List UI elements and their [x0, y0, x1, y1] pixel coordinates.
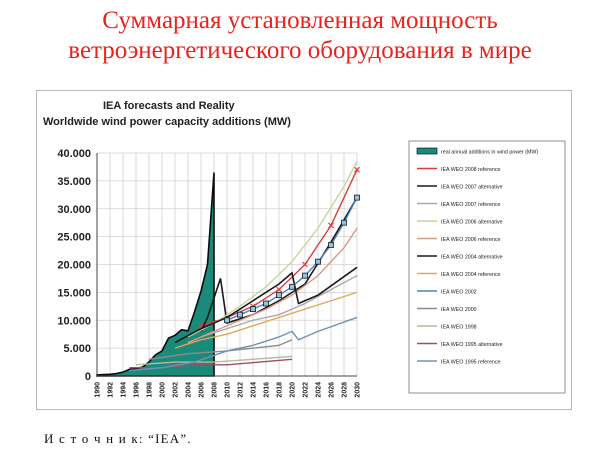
series-line — [135, 355, 293, 366]
series-point — [328, 222, 334, 229]
legend-label: IEA WEO 1995 reference — [441, 360, 501, 366]
legend: real annual additions in wind power (MW)… — [408, 140, 566, 394]
legend-label: IEA WEO 2007 alternative — [441, 185, 503, 191]
axis-layer: 0 5.000 10.000 15.000 20.000 25.000 30.000 35.0… — [57, 148, 361, 398]
series-point — [302, 261, 308, 268]
y-tick-label: 40.000 — [57, 148, 91, 160]
chart-subtitle: Worldwide wind power capacity additions … — [43, 116, 291, 128]
actual-area-layer — [96, 172, 215, 377]
wind-capacity-chart: IEA forecasts and Reality Worldwide wind… — [43, 100, 566, 398]
chart-title: IEA forecasts and Reality — [103, 100, 236, 112]
x-tick-label: 2010 — [225, 382, 232, 398]
series-line — [200, 275, 358, 338]
x-tick-label: 2004 — [186, 382, 193, 398]
grid-layer — [96, 152, 358, 377]
x-tick-label: 2000 — [160, 382, 167, 398]
legend-label: IEA WEO 2008 reference — [441, 167, 501, 173]
series-layer — [129, 161, 360, 372]
slide-title: Суммарная установленная мощность ветроэн… — [0, 6, 600, 66]
x-tick-label: 2018 — [277, 382, 284, 398]
y-tick-label: 20.000 — [57, 260, 91, 272]
x-tick-label: 2008 — [212, 382, 219, 398]
series-line — [129, 316, 358, 372]
series-point — [289, 283, 295, 290]
x-tick-label: 2020 — [290, 382, 297, 398]
x-tick-label: 1990 — [95, 382, 102, 398]
y-tick-label: 35.000 — [57, 176, 91, 188]
legend-label: IEA WEO 2002 — [441, 290, 477, 296]
series-point — [315, 258, 321, 265]
series-point — [302, 272, 308, 279]
x-tick-label: 1996 — [134, 382, 141, 398]
source-note: И с т о ч н и к: “IEA”. — [44, 431, 192, 446]
x-tick-label: 2014 — [251, 382, 258, 398]
series-line — [174, 291, 358, 349]
series-point — [276, 286, 282, 293]
series-point — [237, 311, 243, 318]
series-point — [263, 300, 269, 307]
x-tick-label: 2030 — [355, 382, 362, 398]
series-line — [148, 339, 293, 360]
legend-box — [408, 140, 566, 394]
series-point — [250, 306, 256, 313]
slide-title-line-1: Суммарная установленная мощность — [102, 7, 498, 34]
series-point — [341, 219, 347, 226]
x-tick-label: 2002 — [173, 382, 180, 398]
y-tick-label: 15.000 — [57, 287, 91, 299]
legend-label: IEA WEO 2004 reference — [441, 272, 501, 278]
legend-label: IEA WEO 2004 alternative — [441, 255, 503, 261]
x-tick-label: 2006 — [199, 382, 206, 398]
y-tick-label: 30.000 — [57, 204, 91, 216]
x-tick-label: 2024 — [316, 382, 323, 398]
x-tick-label: 1992 — [108, 382, 115, 398]
x-tick-label: 1998 — [147, 382, 154, 398]
series-point — [224, 317, 230, 324]
slide-title-line-2: ветроэнергетического оборудования в мире — [68, 37, 532, 64]
x-tick-label: 2026 — [329, 382, 336, 398]
legend-swatch — [416, 147, 438, 155]
x-tick-label: 1994 — [121, 382, 128, 398]
series-point — [354, 166, 360, 173]
actual-additions-area — [96, 172, 215, 377]
x-tick-label: 2028 — [342, 382, 349, 398]
series-line — [187, 227, 358, 344]
series-line — [187, 161, 358, 338]
y-tick-label: 10.000 — [57, 315, 91, 327]
y-tick-label: 5.000 — [63, 343, 91, 355]
legend-label: IEA WEO 1998 — [441, 325, 477, 331]
legend-label: IEA WEO 1995 alternative — [441, 342, 503, 348]
legend-label: IEA WEO 2007 reference — [441, 202, 501, 208]
x-tick-label: 2012 — [238, 382, 245, 398]
legend-label: IEA WEO 2000 — [441, 307, 477, 313]
legend-label: IEA WEO 2006 alternative — [441, 220, 503, 226]
series-point — [328, 242, 334, 248]
legend-label: IEA WEO 2006 reference — [441, 237, 501, 243]
chart-frame: IEA forecasts and Reality Worldwide wind… — [36, 90, 572, 410]
y-tick-label: 25.000 — [57, 232, 91, 244]
series-point — [276, 292, 282, 299]
y-tick-label: 0 — [85, 371, 91, 383]
series-line — [174, 266, 358, 344]
legend-label: real annual additions in wind power (MW) — [441, 150, 538, 156]
x-tick-label: 2016 — [264, 382, 271, 398]
x-tick-label: 2022 — [303, 382, 310, 398]
series-point — [354, 194, 360, 201]
